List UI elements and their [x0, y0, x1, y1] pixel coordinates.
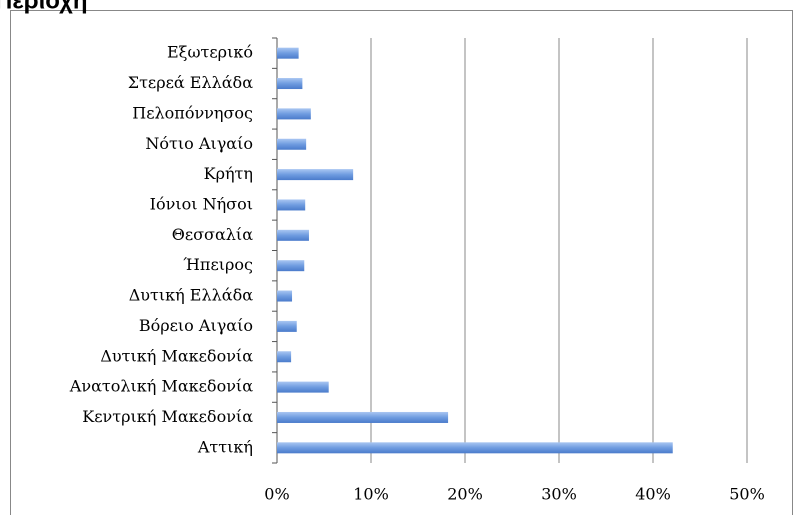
y-tick-label: Εξωτερικό: [167, 43, 253, 62]
bar: [277, 260, 305, 272]
x-tick-label: 40%: [635, 485, 671, 504]
bar: [277, 138, 307, 150]
y-tick-label: Κεντρική Μακεδονία: [82, 407, 253, 426]
y-tick-label: Νότιο Αιγαίο: [145, 134, 253, 153]
bar: [277, 108, 311, 120]
y-tick-label: Ήπειρος: [183, 255, 253, 274]
y-tick-label: Κρήτη: [204, 164, 253, 183]
x-tick-label: 20%: [447, 485, 483, 504]
y-tick-label: Θεσσαλία: [172, 225, 253, 244]
y-tick-label: Δυτική Μακεδονία: [100, 346, 253, 365]
bar: [277, 169, 354, 181]
bar: [277, 351, 292, 363]
x-tick-label: 30%: [541, 485, 577, 504]
y-tick-label: Στερεά Ελλάδα: [128, 73, 253, 92]
bar: [277, 381, 329, 393]
y-tick-label: Ανατολική Μακεδονία: [69, 377, 253, 396]
y-tick-label: Βόρειο Αιγαίο: [139, 316, 253, 335]
x-tick-label: 0%: [264, 485, 289, 504]
x-tick-label: 10%: [353, 485, 389, 504]
bar: [277, 199, 306, 211]
y-tick-label: Ιόνιοι Νήσοι: [150, 194, 253, 213]
x-tick-label: 50%: [729, 485, 765, 504]
bar: [277, 320, 297, 332]
bar: [277, 411, 449, 423]
bar: [277, 442, 673, 454]
bar: [277, 78, 303, 90]
bar: [277, 290, 293, 302]
bar: [277, 47, 299, 59]
y-tick-label: Αττική: [197, 437, 253, 456]
bar: [277, 229, 309, 241]
chart-frame: [10, 10, 793, 515]
y-tick-label: Δυτική Ελλάδα: [129, 286, 253, 305]
chart-title: Περιοχή: [0, 0, 88, 14]
y-tick-label: Πελοπόννησος: [132, 103, 253, 122]
